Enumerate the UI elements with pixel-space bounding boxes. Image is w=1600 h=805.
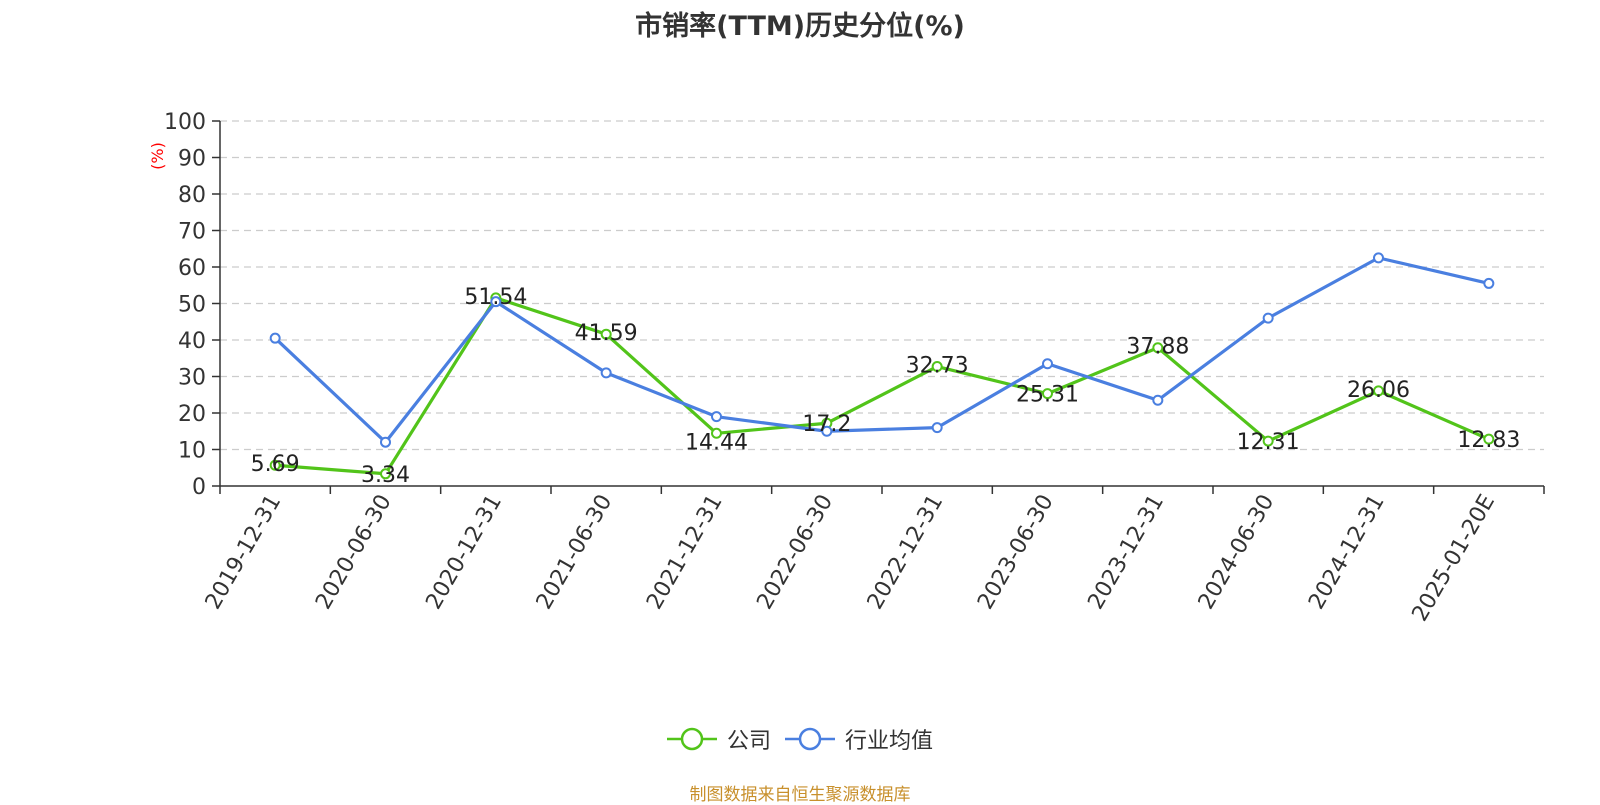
x-tick-label: 2019-12-31 — [201, 491, 287, 614]
data-point-industry — [490, 296, 502, 308]
data-label: 3.34 — [361, 463, 410, 488]
x-tick-label: 2022-12-31 — [863, 491, 949, 614]
data-label: 17.2 — [802, 412, 851, 437]
data-labels: 5.69 3.34 51.54 41.59 14.44 17.2 32.73 25.31 37.… — [251, 285, 1521, 488]
x-tick-label: 2024-12-31 — [1304, 491, 1390, 614]
y-tick-label: 40 — [178, 329, 206, 354]
y-tick-label: 70 — [178, 220, 206, 245]
x-tick-label: 2021-12-31 — [642, 491, 728, 614]
data-label: 32.73 — [906, 354, 969, 379]
data-point-industry — [1152, 394, 1164, 406]
data-label: 12.83 — [1457, 428, 1520, 453]
data-label: 25.31 — [1016, 383, 1079, 408]
data-point-company — [1373, 385, 1384, 397]
x-tick-label: 2023-12-31 — [1083, 491, 1169, 614]
y-tick-label: 50 — [178, 293, 206, 318]
y-tick-label: 20 — [178, 402, 206, 427]
data-label: 14.44 — [685, 430, 748, 455]
data-point-industry — [821, 425, 833, 437]
data-point-company — [1262, 435, 1274, 447]
data-point-company — [711, 427, 722, 439]
data-point-industry — [1262, 312, 1274, 324]
x-tick-label: 2023-06-30 — [973, 491, 1059, 614]
data-point-industry — [931, 422, 943, 434]
y-axis-label: (%) — [148, 142, 167, 170]
data-point-industry — [1373, 252, 1384, 264]
y-tick-label: 100 — [164, 110, 206, 135]
legend-item-industry[interactable]: 行业均值 — [785, 723, 933, 755]
legend: 公司 行业均值 — [0, 722, 1600, 756]
data-point-company — [380, 468, 391, 480]
legend-line-circle-icon — [785, 727, 835, 751]
series-line-company — [275, 296, 1490, 476]
data-label: 51.54 — [464, 285, 527, 310]
x-tick-label: 2020-12-31 — [421, 491, 507, 614]
x-tick-label: 2020-06-30 — [311, 491, 397, 614]
data-label: 5.69 — [251, 452, 300, 477]
data-point-industry — [1042, 358, 1053, 370]
data-point-company — [269, 459, 281, 471]
series-line-industry — [274, 256, 1490, 444]
data-point-company — [1152, 342, 1164, 354]
y-tick-label: 10 — [178, 439, 206, 464]
chart-title: 市销率(TTM)历史分位(%) — [635, 11, 965, 42]
y-tick-label: 30 — [178, 366, 206, 391]
legend-item-company[interactable]: 公司 — [666, 723, 771, 755]
y-tick-label: 0 — [192, 475, 206, 500]
x-tick-label: 2024-06-30 — [1194, 491, 1280, 614]
data-point-company — [1042, 388, 1053, 400]
series-lines — [269, 252, 1495, 480]
data-label: 12.31 — [1237, 430, 1300, 455]
data-point-industry — [1483, 277, 1495, 289]
gridlines — [220, 120, 1544, 451]
data-point-industry — [269, 332, 281, 344]
y-tick-label: 60 — [178, 256, 206, 281]
data-point-company — [1483, 433, 1495, 445]
legend-line-circle-icon — [666, 727, 717, 751]
data-label: 41.59 — [575, 321, 638, 346]
data-point-industry — [600, 367, 612, 379]
x-tick-label: 2022-06-30 — [752, 491, 838, 614]
data-point-industry — [711, 411, 722, 423]
data-point-company — [931, 361, 943, 373]
legend-label-industry: 行业均值 — [845, 729, 934, 754]
data-point-company — [600, 328, 612, 340]
source-note: 制图数据来自恒生聚源数据库 — [689, 785, 911, 805]
data-label: 37.88 — [1126, 335, 1189, 360]
axes: 0 10 20 30 40 50 60 70 80 90 100 (%) 2019-12-31 2020-… — [148, 110, 1545, 626]
legend-label-company: 公司 — [726, 729, 771, 754]
y-tick-label: 80 — [178, 183, 206, 208]
x-tick-label: 2021-06-30 — [532, 491, 618, 614]
data-label: 26.06 — [1347, 378, 1410, 403]
x-tick-label: 2025-01-20E — [1407, 491, 1500, 626]
data-point-industry — [380, 436, 391, 448]
y-tick-label: 90 — [178, 147, 206, 172]
